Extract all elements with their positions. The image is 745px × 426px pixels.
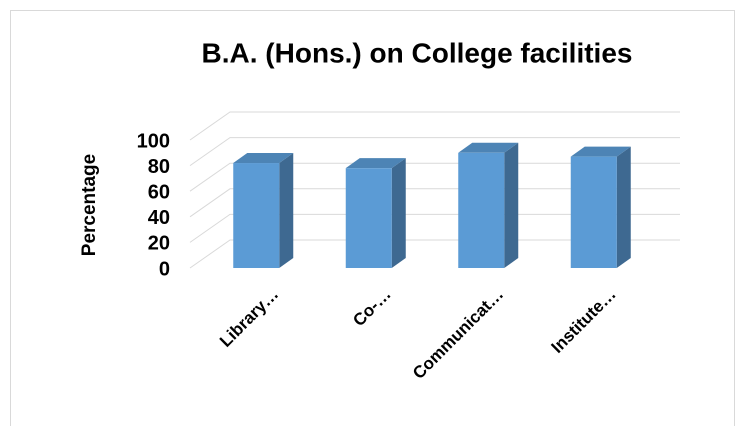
- y-tick-label: 0: [159, 258, 170, 280]
- grid-line: [189, 137, 680, 167]
- bar-front: [458, 152, 505, 268]
- bar: [570, 146, 631, 268]
- grid-line: [189, 188, 680, 218]
- y-tick-label: 80: [148, 156, 170, 178]
- bar-top: [458, 142, 519, 153]
- y-tick-label: 60: [148, 181, 170, 203]
- bar-front: [233, 163, 280, 268]
- bar-front: [345, 168, 392, 268]
- grid-line: [189, 111, 680, 141]
- bar: [233, 153, 294, 268]
- y-tick-label: 20: [148, 233, 170, 255]
- y-tick-label: 40: [148, 207, 170, 229]
- grid-line: [189, 239, 680, 269]
- grid-line: [189, 162, 680, 192]
- bar-top: [570, 146, 631, 157]
- bar-side: [279, 153, 294, 268]
- bar-side: [616, 146, 631, 268]
- bar: [345, 158, 406, 268]
- bar-side: [504, 142, 519, 268]
- bar-top: [345, 158, 406, 169]
- bar-front: [570, 156, 617, 268]
- bar-side: [391, 158, 406, 268]
- y-tick-label: 100: [137, 130, 170, 152]
- bar: [458, 142, 519, 268]
- bar-top: [233, 153, 294, 164]
- y-axis-label: Percentage: [79, 154, 100, 256]
- grid-line: [189, 213, 680, 243]
- chart-title: B.A. (Hons.) on College facilities: [202, 37, 633, 68]
